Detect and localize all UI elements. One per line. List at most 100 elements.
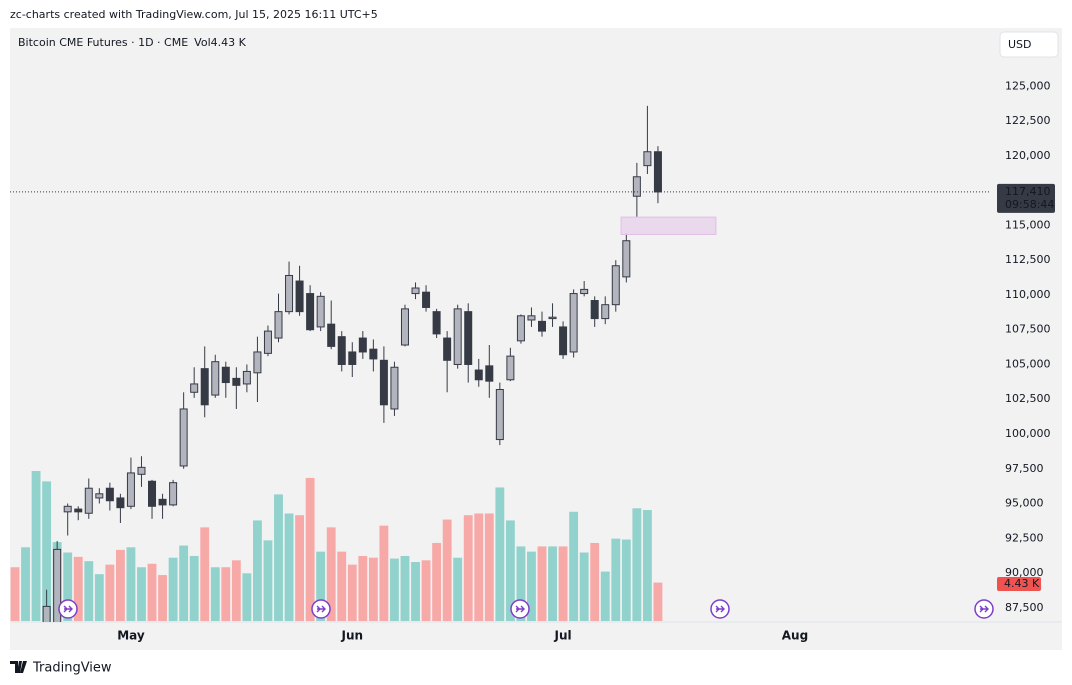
volume-bar: [189, 555, 199, 621]
candle-body: [506, 355, 515, 381]
y-tick-label: 120,000: [1005, 149, 1051, 162]
candle-body: [632, 176, 641, 197]
volume-bar: [379, 525, 389, 621]
volume-tag-label: 4.43 K: [1004, 577, 1040, 590]
volume-bar: [337, 551, 347, 621]
volume-bar: [231, 560, 241, 621]
candle-body: [42, 605, 51, 622]
y-tick-label: 97,500: [1005, 462, 1044, 475]
volume-bar: [421, 560, 431, 621]
logo: [10, 661, 27, 673]
volume-bar: [390, 558, 399, 621]
last-price-label: 117,410: [1005, 185, 1051, 198]
currency-button[interactable]: [999, 31, 1059, 58]
volume-bar: [200, 527, 210, 621]
candle-body: [422, 291, 431, 308]
candle-body: [116, 497, 125, 509]
volume-bar: [484, 513, 494, 621]
candle-body: [590, 300, 599, 320]
volume-bar: [611, 538, 621, 621]
candle-body: [105, 487, 114, 502]
volume-bar: [548, 546, 557, 621]
price-zone: [620, 216, 717, 235]
candle-body: [432, 311, 441, 335]
legend-title: Bitcoin CME Futures · 1D · CME: [18, 36, 188, 49]
legend-volume-title: Vol: [194, 36, 210, 49]
candle-body: [95, 493, 104, 499]
candle-body: [580, 288, 589, 295]
candle-body: [369, 348, 378, 360]
candle-body: [474, 369, 483, 381]
volume-bar: [179, 545, 189, 621]
event-icon[interactable]: [974, 599, 994, 619]
event-icon[interactable]: [710, 599, 730, 619]
volume-bar: [94, 574, 104, 621]
volume-bar: [411, 562, 420, 621]
volume-bar: [558, 546, 568, 621]
volume-bar: [653, 582, 663, 621]
candle-body: [464, 311, 473, 365]
volume-bar: [73, 556, 83, 621]
footer: TradingView: [32, 661, 112, 676]
volume-bar: [527, 551, 536, 621]
candle-body: [653, 151, 662, 193]
candle-body: [221, 366, 230, 384]
candle-body: [601, 304, 610, 320]
volume-bar: [221, 567, 231, 621]
event-icon[interactable]: [311, 599, 331, 619]
candle-body: [622, 240, 631, 278]
volume-bar: [347, 564, 357, 621]
candle-body: [611, 265, 620, 306]
volume-bar: [632, 508, 642, 621]
volume-bar: [642, 510, 652, 621]
volume-bar: [495, 487, 505, 621]
candle-body: [485, 365, 494, 382]
candle-body: [348, 351, 357, 365]
y-tick-label: 125,000: [1005, 79, 1051, 92]
volume-bar: [105, 564, 115, 621]
event-icon[interactable]: [510, 599, 530, 619]
candle-body: [337, 336, 346, 365]
candle-body: [559, 326, 568, 356]
volume-bar: [305, 477, 315, 621]
volume-bar: [42, 481, 52, 621]
volume-bar: [463, 515, 473, 621]
y-tick-label: 105,000: [1005, 357, 1051, 370]
event-icons: [58, 599, 994, 619]
volume-bar: [590, 542, 600, 621]
y-tick-label: 110,000: [1005, 288, 1051, 301]
candle-body: [306, 293, 315, 331]
volume-bar: [579, 552, 589, 621]
candle-body: [443, 337, 452, 361]
y-tick-label: 107,500: [1005, 323, 1051, 336]
candle-body: [263, 330, 272, 354]
header: zc-charts created with TradingView.com, …: [10, 8, 378, 21]
volume-bar: [252, 520, 262, 621]
candle-body: [74, 508, 83, 513]
candle-body: [274, 311, 283, 339]
candle-body: [548, 316, 557, 320]
volume-bar: [453, 557, 463, 621]
countdown: 09:58:44: [1005, 198, 1054, 211]
candle-body: [148, 480, 157, 507]
volume-tag: [997, 577, 1041, 591]
chart-frame: [10, 28, 1062, 650]
candle-body: [158, 498, 167, 506]
volume-bar: [274, 494, 283, 621]
candle-body: [569, 293, 578, 353]
y-tick-label: 102,500: [1005, 392, 1051, 405]
candle-body: [242, 370, 251, 385]
event-icon[interactable]: [58, 599, 78, 619]
y-tick-label: 87,500: [1005, 601, 1044, 614]
volume-bar: [442, 519, 452, 621]
y-tick-label: 95,000: [1005, 497, 1044, 510]
candle-body: [63, 505, 72, 513]
x-tick-label: Jun: [340, 629, 363, 643]
volume-bar: [126, 547, 136, 621]
volume-bar: [569, 511, 579, 621]
volume-bar: [505, 520, 515, 621]
volume-bar: [210, 567, 220, 621]
candle-body: [211, 361, 220, 396]
